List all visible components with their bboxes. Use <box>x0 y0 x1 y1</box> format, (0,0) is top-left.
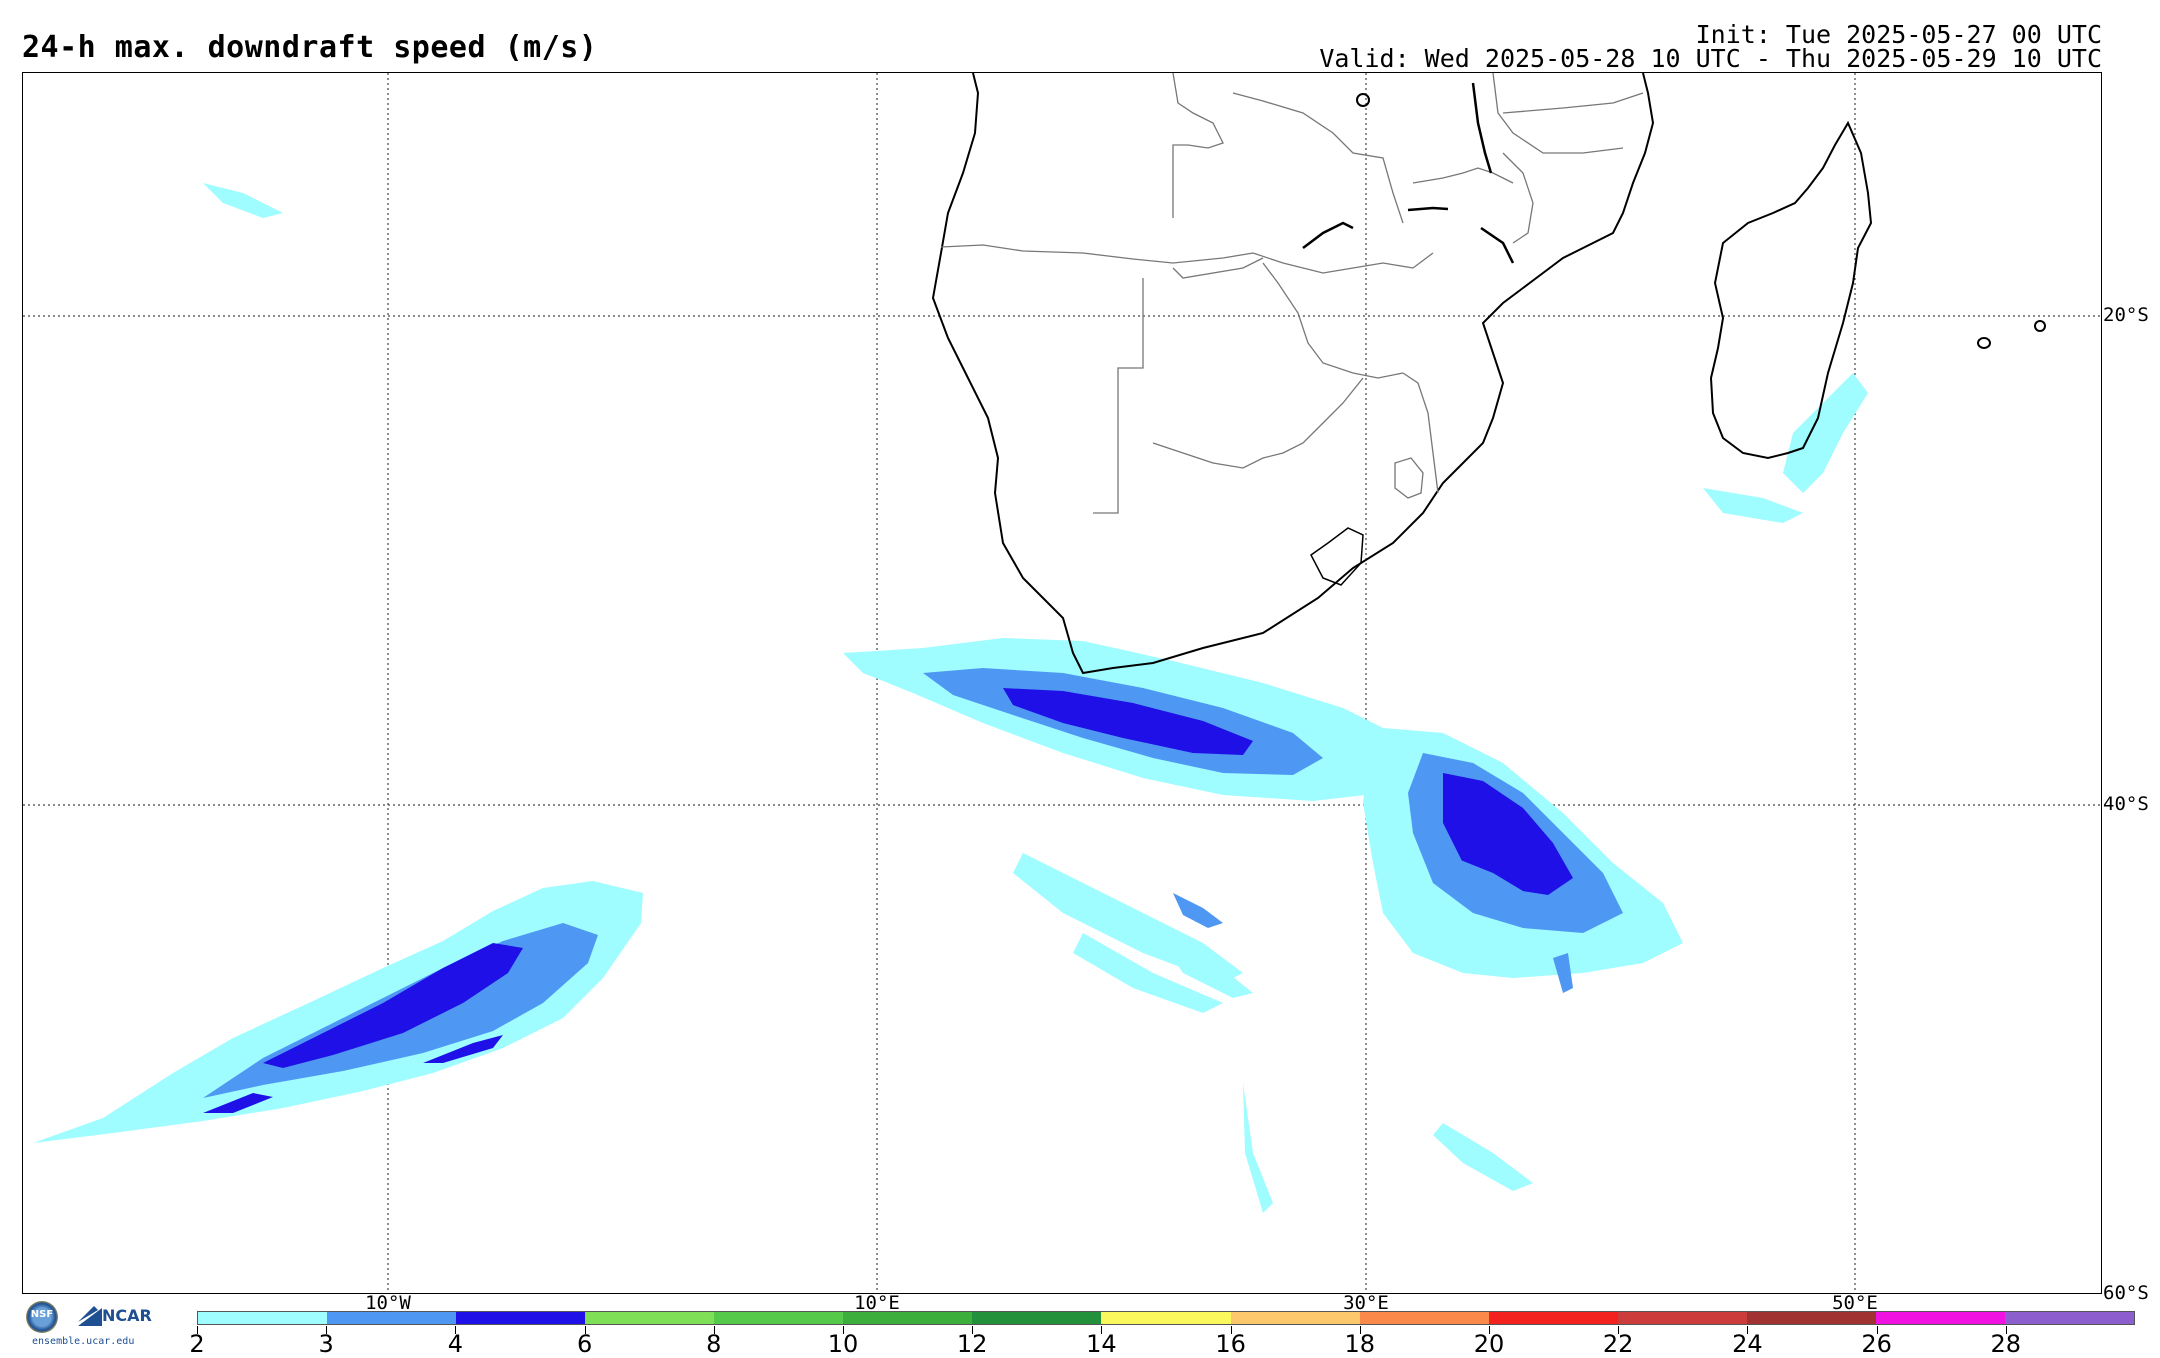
colorbar-label: 16 <box>1215 1330 1246 1358</box>
colorbar-tick <box>1230 1326 1232 1334</box>
madagascar-coastline <box>1709 120 1873 460</box>
colorbar-label: 14 <box>1086 1330 1117 1358</box>
lon-label-10e: 10°E <box>854 1292 900 1314</box>
lat-label-40s: 40°S <box>2103 793 2149 815</box>
map-canvas[interactable] <box>23 73 2102 1294</box>
field-sw-indian <box>1363 728 1683 978</box>
colorbar-tick <box>1359 1326 1361 1334</box>
colorbar-swatch <box>1101 1312 1231 1324</box>
lake-victoria <box>1356 93 1370 107</box>
colorbar-label: 8 <box>706 1330 722 1358</box>
lakes <box>1302 82 1515 264</box>
colorbar-swatch <box>843 1312 973 1324</box>
colorbar-swatch <box>1875 1312 2005 1324</box>
colorbar-tick <box>455 1326 457 1334</box>
colorbar-tick <box>713 1326 715 1334</box>
africa-coastline <box>931 73 1655 675</box>
colorbar-label: 26 <box>1861 1330 1892 1358</box>
field-agulhas <box>843 638 1423 801</box>
colorbar-label: 24 <box>1732 1330 1763 1358</box>
field-dark-streaks <box>1173 853 1573 993</box>
colorbar-label: 22 <box>1602 1330 1634 1358</box>
colorbar-label: 20 <box>1473 1330 1505 1358</box>
lon-label-50e: 50°E <box>1832 1292 1878 1314</box>
valid-time: Valid: Wed 2025-05-28 10 UTC - Thu 2025-… <box>1319 44 2102 73</box>
colorbar-label: 2 <box>189 1330 205 1358</box>
colorbar-label: 4 <box>447 1330 464 1358</box>
colorbar-tick <box>2005 1326 2007 1334</box>
colorbar-swatch <box>1617 1312 1747 1324</box>
map-frame[interactable] <box>22 72 2102 1294</box>
lesotho-border <box>1310 527 1364 586</box>
colorbar-tick <box>584 1326 586 1334</box>
lat-label-60s: 60°S <box>2103 1282 2149 1304</box>
colorbar-swatch <box>1746 1312 1876 1324</box>
ncar-logo-icon <box>78 1306 102 1326</box>
colorbar-tick <box>1618 1326 1620 1334</box>
colorbar-swatch <box>1488 1312 1618 1324</box>
colorbar-tick <box>1747 1326 1749 1334</box>
ncar-logo-text: NCAR <box>102 1306 152 1325</box>
colorbar-tick <box>1876 1326 1878 1334</box>
lon-label-30e: 30°E <box>1343 1292 1389 1314</box>
colorbar-tick <box>326 1326 328 1334</box>
colorbar-swatch <box>2004 1312 2134 1324</box>
mauritius <box>1977 337 1991 349</box>
colorbar-swatch <box>1230 1312 1360 1324</box>
colorbar-swatch <box>972 1312 1102 1324</box>
colorbar-tick <box>843 1326 844 1334</box>
colorbar-tick <box>197 1326 198 1334</box>
colorbar-swatch <box>714 1312 844 1324</box>
field-south-atlantic <box>33 881 643 1143</box>
colorbar-swatch <box>327 1312 457 1324</box>
site-url: ensemble.ucar.edu <box>32 1336 135 1347</box>
init-time: Init: Tue 2025-05-27 00 UTC <box>1695 20 2102 49</box>
lat-label-20s: 20°S <box>2103 304 2149 326</box>
colorbar-tick <box>1101 1326 1103 1334</box>
logo-group: NSF NCAR ensemble.ucar.edu <box>22 1300 162 1352</box>
reunion <box>2034 320 2046 332</box>
colorbar-label: 6 <box>576 1330 593 1358</box>
colorbar-label: 10 <box>827 1330 859 1358</box>
colorbar-label: 12 <box>956 1330 988 1358</box>
gridlines <box>23 73 2101 1293</box>
field-speckles <box>203 183 1868 1213</box>
country-borders <box>940 73 1644 514</box>
nsf-logo-text: NSF <box>30 1309 54 1320</box>
colorbar-swatch <box>456 1312 586 1324</box>
colorbar-swatch <box>585 1312 715 1324</box>
colorbar <box>197 1311 2135 1325</box>
colorbar-label: 3 <box>318 1330 334 1358</box>
colorbar-swatch <box>1359 1312 1489 1324</box>
colorbar-label: 18 <box>1344 1330 1376 1358</box>
colorbar-swatch <box>198 1312 328 1324</box>
lon-label-10w: 10°W <box>365 1292 411 1314</box>
nsf-logo-icon: NSF <box>26 1301 58 1333</box>
colorbar-label: 28 <box>1990 1330 2022 1358</box>
colorbar-tick <box>972 1326 974 1334</box>
colorbar-tick <box>1489 1326 1490 1334</box>
chart-title: 24-h max. downdraft speed (m/s) <box>22 30 598 65</box>
